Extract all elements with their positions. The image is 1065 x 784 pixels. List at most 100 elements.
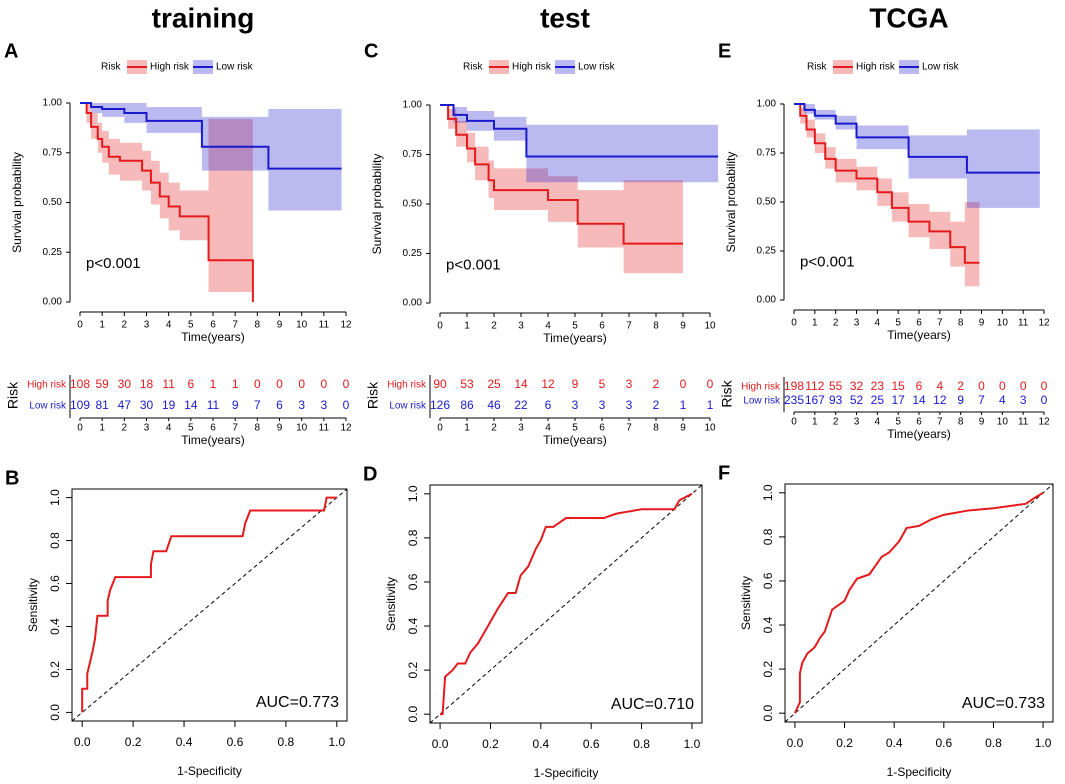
legend-label: Low risk: [216, 62, 254, 73]
plot-box: [71, 488, 348, 722]
survival-curve: [80, 102, 254, 302]
confidence-band: [794, 104, 980, 287]
at-risk-count: 12: [933, 393, 947, 407]
at-risk-count: 3: [626, 377, 633, 391]
legend-label: High risk: [856, 62, 896, 73]
y-tick-label: 0.2: [406, 661, 420, 678]
at-risk-count: 17: [891, 393, 905, 407]
x-tick-label: 3: [144, 320, 150, 331]
x-tick-label: 0.8: [985, 736, 1002, 750]
x-tick-label: 6: [916, 318, 922, 329]
x-tick-label: 11: [319, 423, 330, 434]
y-tick-label: 0.75: [403, 149, 423, 160]
at-risk-count: 0: [276, 377, 283, 391]
roc-curve: [440, 492, 693, 716]
at-risk-count: 6: [916, 379, 923, 393]
reference-diagonal: [784, 483, 1054, 723]
at-risk-count: 0: [343, 377, 350, 391]
y-tick-label: 0.8: [48, 532, 62, 549]
y-axis-label: Sensitivity: [739, 576, 753, 630]
x-tick-label: 11: [1018, 417, 1029, 428]
x-tick-label: 0.2: [836, 736, 853, 750]
at-risk-count: 0: [1020, 379, 1027, 393]
at-risk-count: 59: [95, 377, 109, 391]
panel-label: C: [364, 40, 378, 62]
x-tick-label: 1.0: [684, 737, 701, 751]
x-axis-label: Time(years): [543, 433, 607, 447]
at-risk-count: 7: [978, 393, 985, 407]
x-tick-label: 0: [791, 417, 797, 428]
x-axis-label: 1-Specificity: [534, 766, 599, 780]
at-risk-count: 23: [871, 379, 885, 393]
row-label: Low risk: [743, 396, 781, 407]
legend-title: Risk: [101, 62, 121, 73]
legend-label: Low risk: [922, 62, 960, 73]
at-risk-count: 6: [276, 398, 283, 412]
y-tick-label: 0.75: [757, 148, 777, 159]
x-tick-label: 0.6: [935, 736, 952, 750]
x-tick-label: 4: [166, 320, 172, 331]
y-tick-label: 0.6: [406, 573, 420, 590]
y-tick-label: 1.0: [406, 485, 420, 502]
x-tick-label: 5: [895, 318, 901, 329]
p-value: p<0.001: [86, 255, 141, 272]
x-tick-label: 5: [572, 423, 578, 434]
x-tick-label: 9: [979, 318, 985, 329]
at-risk-count: 46: [487, 398, 501, 412]
at-risk-count: 235: [784, 393, 804, 407]
at-risk-count: 15: [891, 379, 905, 393]
panel-label: A: [4, 40, 18, 62]
x-tick-label: 1: [812, 417, 818, 428]
at-risk-count: 3: [1020, 393, 1027, 407]
x-tick-label: 2: [122, 423, 128, 434]
at-risk-count: 112: [805, 379, 824, 393]
x-tick-label: 1: [99, 320, 105, 331]
x-tick-label: 4: [166, 423, 172, 434]
plot-box: [429, 484, 703, 724]
at-risk-count: 1: [680, 398, 687, 412]
at-risk-count: 1: [232, 377, 239, 391]
auc-label: AUC=0.710: [611, 696, 694, 713]
at-risk-count: 22: [514, 398, 528, 412]
legend-label: High risk: [512, 62, 552, 73]
column-title: training: [152, 2, 255, 33]
y-axis-label: Survival probability: [370, 154, 384, 255]
at-risk-count: 9: [572, 377, 579, 391]
y-tick-label: 0.4: [48, 618, 62, 635]
at-risk-count: 4: [999, 393, 1006, 407]
at-risk-count: 3: [599, 398, 606, 412]
x-tick-label: 9: [680, 321, 686, 332]
x-tick-label: 1: [464, 423, 470, 434]
x-tick-label: 12: [340, 320, 352, 331]
at-risk-count: 11: [162, 377, 175, 391]
x-axis-label: Time(years): [181, 433, 245, 447]
survival-curve: [80, 102, 342, 170]
y-axis-label: Risk: [5, 381, 21, 409]
at-risk-count: 25: [487, 377, 501, 391]
panel-label: E: [718, 40, 731, 62]
panel-label: D: [363, 463, 377, 485]
x-tick-label: 3: [854, 417, 860, 428]
x-tick-label: 5: [188, 423, 194, 434]
x-tick-label: 0.6: [227, 735, 244, 749]
column-title: TCGA: [869, 2, 948, 33]
x-axis-label: Time(years): [887, 427, 951, 441]
confidence-band: [80, 103, 342, 211]
at-risk-count: 12: [541, 377, 555, 391]
x-tick-label: 8: [255, 320, 261, 331]
at-risk-count: 81: [95, 398, 109, 412]
x-tick-label: 0.6: [583, 737, 600, 751]
x-tick-label: 7: [626, 423, 632, 434]
y-tick-label: 1.00: [403, 100, 423, 111]
at-risk-count: 1: [707, 398, 714, 412]
y-tick-label: 0.6: [761, 572, 775, 589]
survival-curve: [794, 103, 1040, 174]
at-risk-count: 52: [850, 393, 864, 407]
x-axis-label: Time(years): [543, 331, 607, 345]
y-tick-label: 0.00: [757, 295, 777, 306]
x-tick-label: 8: [958, 417, 964, 428]
y-tick-label: 0.50: [403, 199, 423, 210]
at-risk-count: 2: [653, 377, 660, 391]
confidence-band: [80, 103, 253, 302]
y-tick-label: 1.0: [761, 484, 775, 501]
